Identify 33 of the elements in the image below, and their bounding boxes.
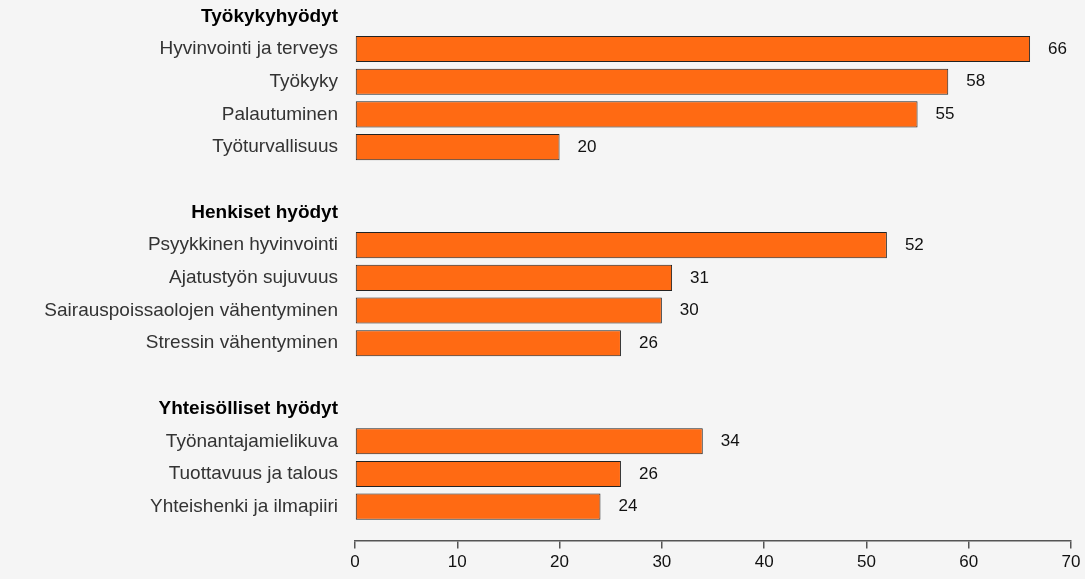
x-tick-label: 20: [550, 551, 570, 571]
data-label: 30: [679, 300, 699, 320]
data-label: 26: [638, 332, 658, 352]
x-tick-label: 10: [447, 551, 467, 571]
y-tick-label: Henkiset hyödyt: [191, 200, 339, 222]
x-tick-label: 40: [754, 551, 774, 571]
y-tick-label: Työkykyhyödyt: [201, 4, 339, 26]
data-label: 52: [904, 234, 924, 254]
y-tick-label: Hyvinvointi ja terveys: [159, 37, 338, 59]
y-tick-label: Sairauspoissaolojen vähentyminen: [44, 298, 338, 320]
data-label: 34: [720, 430, 740, 450]
y-tick-label: Tuottavuus ja talous: [168, 462, 338, 484]
data-label: 66: [1048, 38, 1068, 58]
x-tick-label: 30: [652, 551, 672, 571]
x-tick-label: 60: [959, 551, 979, 571]
data-label: 55: [935, 104, 955, 124]
x-tick-label: 70: [1061, 551, 1081, 571]
x-tick-label: 50: [856, 551, 876, 571]
x-tick-label: 0: [350, 551, 360, 571]
y-tick-label: Työkyky: [269, 69, 339, 91]
y-tick-label: Yhteishenki ja ilmapiiri: [150, 494, 338, 516]
data-label: 26: [638, 463, 658, 483]
data-label: 31: [690, 267, 710, 287]
y-tick-label: Psyykkinen hyvinvointi: [147, 233, 338, 255]
y-tick-label: Työturvallisuus: [212, 135, 338, 157]
y-tick-label: Yhteisölliset hyödyt: [158, 396, 339, 418]
y-tick-label: Ajatustyön sujuvuus: [169, 266, 338, 288]
y-tick-label: Stressin vähentyminen: [145, 331, 338, 353]
y-tick-label: Työnantajamielikuva: [165, 429, 339, 451]
data-label: 20: [577, 136, 597, 156]
data-label: 24: [618, 496, 638, 516]
y-tick-label: Palautuminen: [221, 102, 338, 124]
data-label: 58: [966, 71, 986, 91]
